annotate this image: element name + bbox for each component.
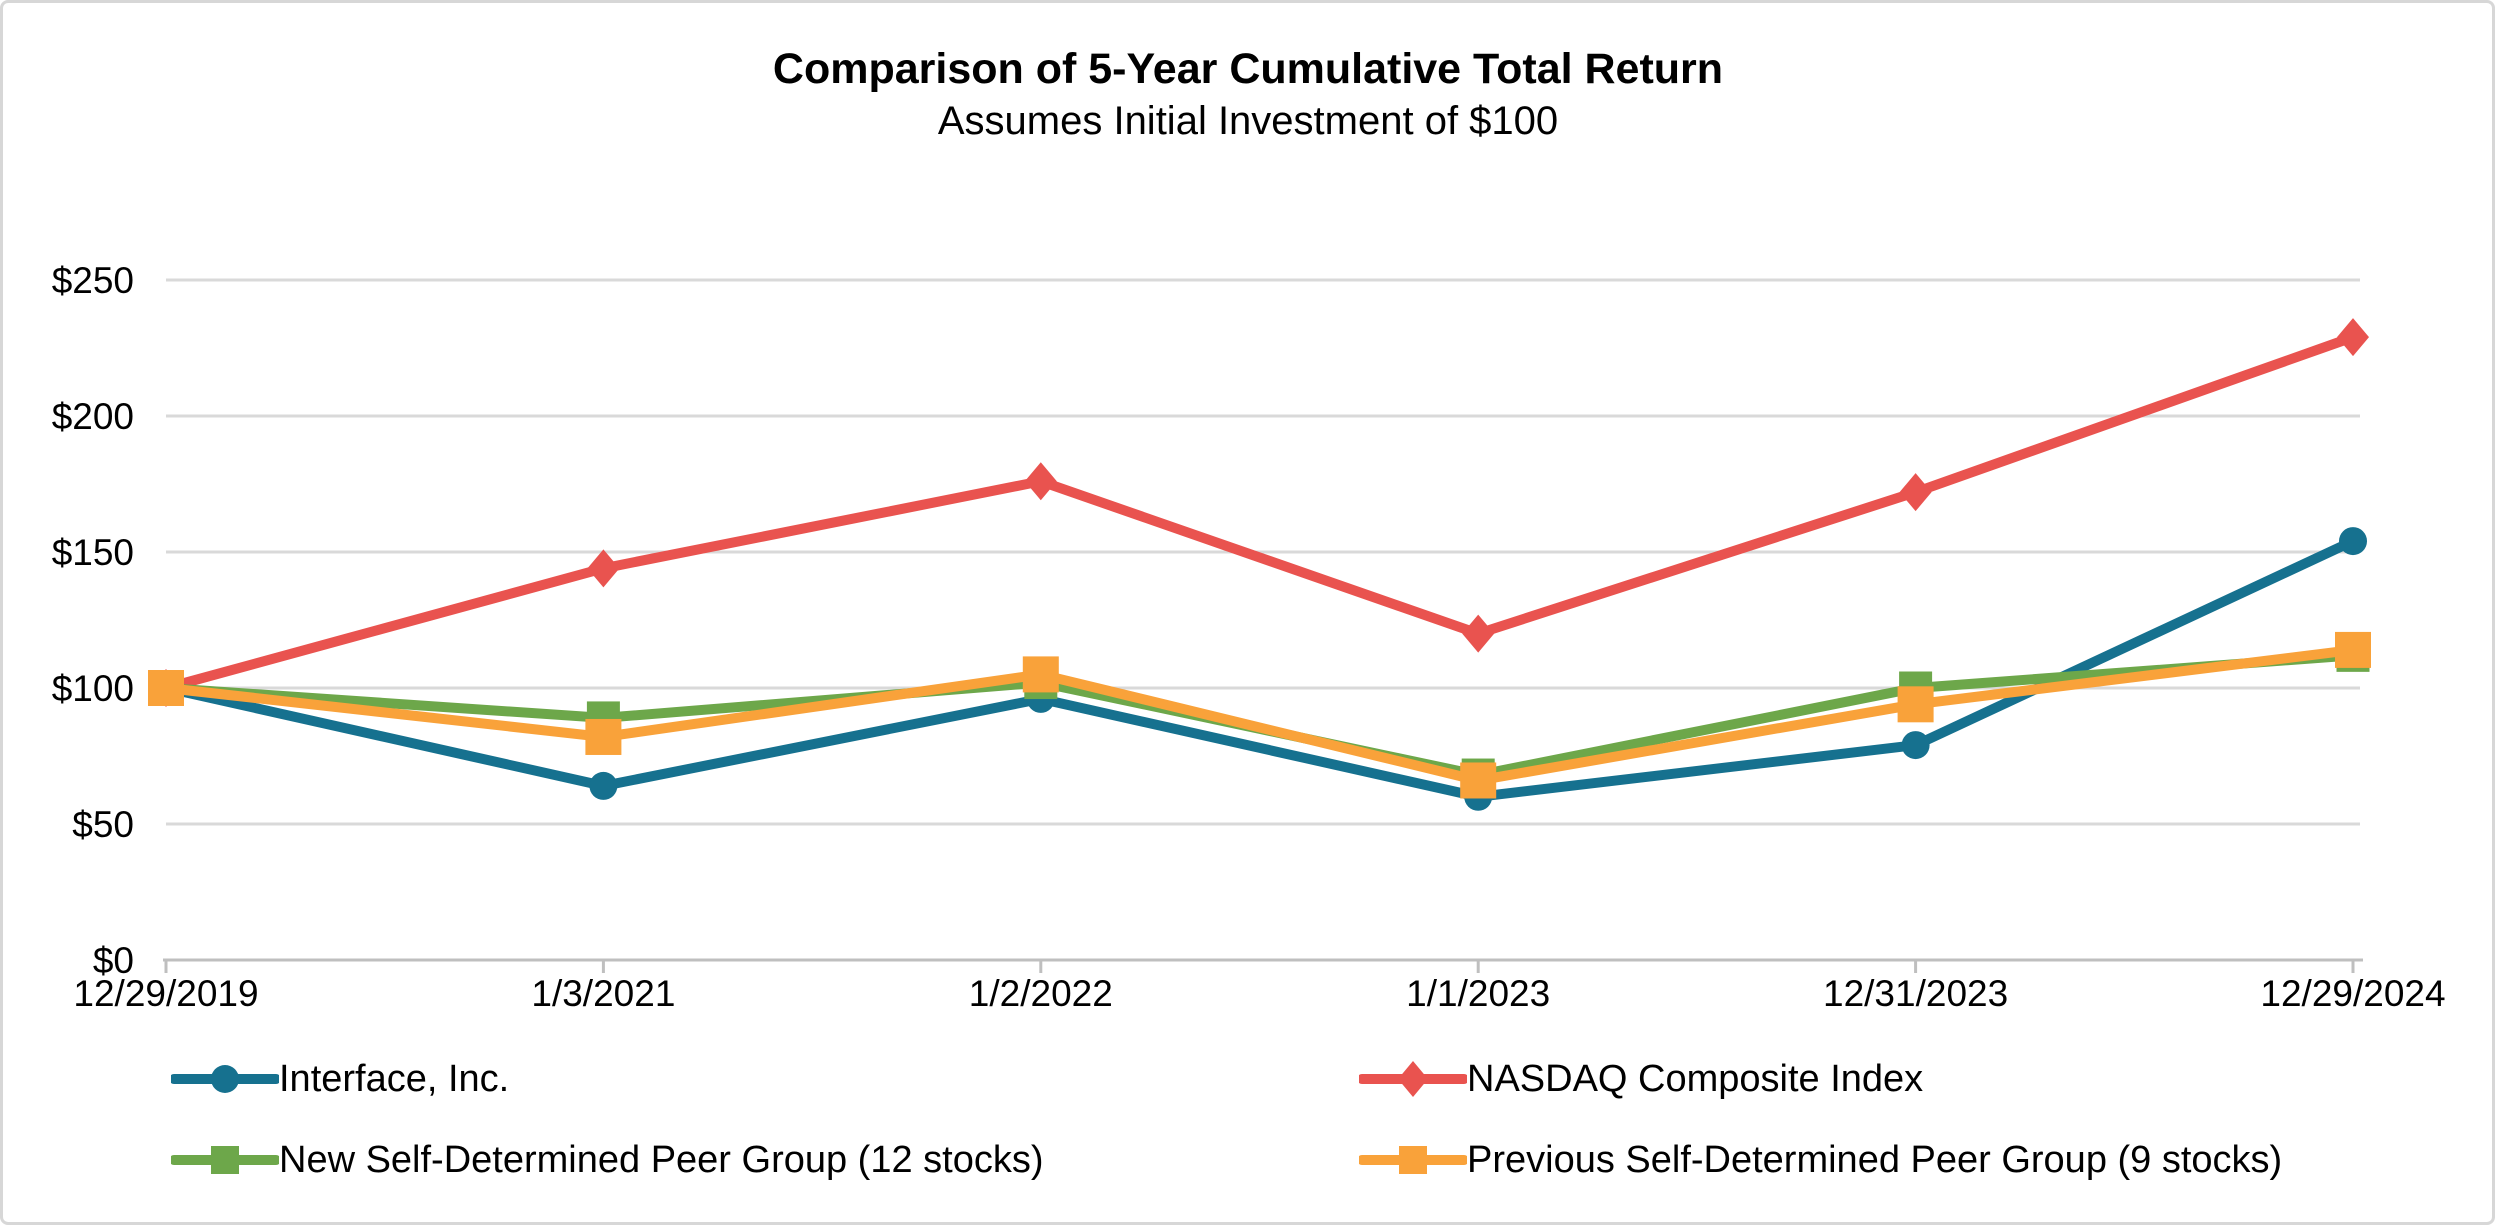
x-tick-label: 1/2/2022 bbox=[969, 973, 1113, 1014]
series-line-interface-inc bbox=[164, 536, 2356, 802]
y-axis-labels: $0 $50 $100 $150 $200 $250 bbox=[52, 260, 134, 981]
data-point-diamond bbox=[587, 549, 620, 588]
x-tick-label: 1/1/2023 bbox=[1406, 973, 1550, 1014]
chart-title: Comparison of 5-Year Cumulative Total Re… bbox=[773, 45, 1723, 93]
series-line-nasdaq-composite-index bbox=[164, 332, 2355, 693]
x-tick-label: 1/3/2021 bbox=[531, 973, 675, 1014]
data-point-circle bbox=[589, 771, 618, 800]
gridlines bbox=[166, 278, 2360, 826]
y-tick-label: $50 bbox=[72, 804, 134, 845]
data-point-square bbox=[2335, 631, 2371, 668]
data-point-diamond bbox=[1899, 473, 1932, 512]
data-point-diamond bbox=[1024, 462, 1057, 501]
data-point-square bbox=[585, 718, 622, 755]
data-point-square bbox=[1460, 762, 1497, 799]
y-tick-label: $200 bbox=[52, 396, 134, 437]
data-point-square bbox=[1022, 656, 1059, 693]
data-point-circle bbox=[1901, 731, 1930, 760]
data-point-diamond bbox=[1462, 614, 1495, 653]
data-point-diamond bbox=[2337, 318, 2369, 357]
data-point-circle bbox=[2339, 527, 2367, 556]
y-tick-label: $150 bbox=[52, 532, 134, 573]
series-previous-self-determined-peer-group-9-stocks bbox=[148, 631, 2371, 799]
chart-subtitle: Assumes Initial Investment of $100 bbox=[938, 99, 1558, 143]
y-tick-label: $250 bbox=[52, 260, 134, 301]
data-point-square bbox=[1897, 686, 1934, 723]
series-nasdaq-composite-index bbox=[150, 318, 2369, 707]
chart-canvas: Comparison of 5-Year Cumulative Total Re… bbox=[52, 45, 2446, 1014]
x-tick-label: 12/31/2023 bbox=[1823, 973, 2008, 1014]
y-tick-label: $0 bbox=[93, 940, 134, 981]
data-series-layer bbox=[148, 318, 2371, 811]
data-point-square bbox=[148, 670, 184, 706]
x-axis bbox=[163, 958, 2363, 973]
x-tick-label: 12/29/2024 bbox=[2260, 973, 2445, 1014]
series-interface-inc bbox=[152, 527, 2367, 811]
series-new-self-determined-peer-group-12-stocks bbox=[149, 638, 2370, 792]
y-tick-label: $100 bbox=[52, 668, 134, 709]
x-axis-labels: 12/29/2019 1/3/2021 1/2/2022 1/1/2023 12/31/… bbox=[73, 973, 2445, 1014]
x-tick-label: 12/29/2019 bbox=[73, 973, 258, 1014]
series-line-previous-self-determined-peer-group-9-stocks bbox=[165, 644, 2354, 786]
